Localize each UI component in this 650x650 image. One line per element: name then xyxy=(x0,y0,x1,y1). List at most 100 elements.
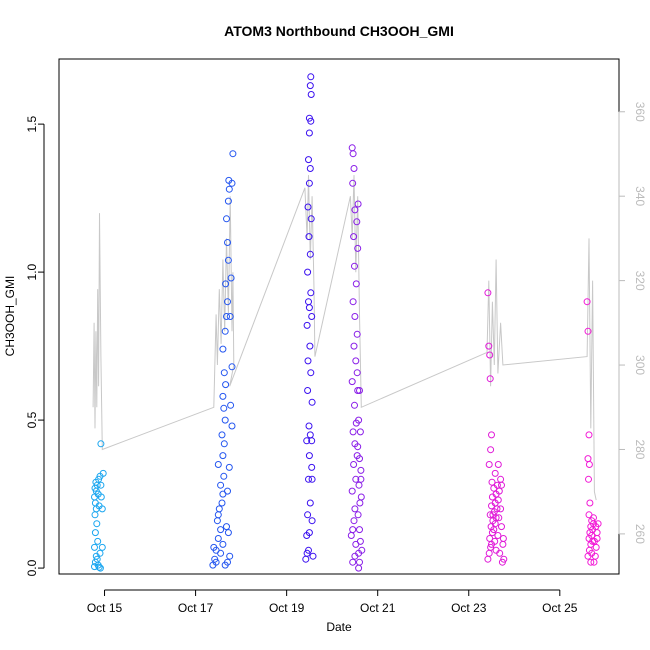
data-point xyxy=(351,313,359,320)
data-point xyxy=(220,369,228,377)
data-point xyxy=(357,493,365,501)
data-point xyxy=(352,540,360,548)
data-point xyxy=(349,150,357,158)
data-point xyxy=(305,233,313,241)
data-point xyxy=(214,461,222,468)
data-point xyxy=(218,499,226,507)
data-point xyxy=(91,543,98,551)
data-point xyxy=(97,481,105,489)
data-point xyxy=(304,268,312,276)
data-point xyxy=(304,357,312,365)
data-point xyxy=(588,549,596,557)
data-point xyxy=(350,165,358,172)
data-point xyxy=(484,555,492,563)
data-point xyxy=(500,555,508,563)
data-point xyxy=(305,298,312,306)
data-point xyxy=(219,452,227,460)
data-point xyxy=(494,496,502,504)
data-point xyxy=(228,422,236,430)
data-point xyxy=(220,440,228,448)
data-point xyxy=(355,481,363,489)
data-point xyxy=(497,505,505,513)
data-point xyxy=(223,523,230,531)
secondary-y-tick-label: 260 xyxy=(633,524,647,544)
data-point xyxy=(358,546,366,554)
data-point xyxy=(222,381,230,389)
data-point xyxy=(224,256,232,264)
data-point xyxy=(355,416,363,424)
data-point xyxy=(352,280,360,288)
data-point xyxy=(306,250,314,258)
data-point xyxy=(308,517,316,525)
x-tick-label: Oct 23 xyxy=(451,601,487,615)
data-point xyxy=(351,262,358,270)
data-point xyxy=(499,535,507,542)
data-point xyxy=(303,321,311,329)
data-point xyxy=(226,552,234,560)
data-point xyxy=(93,555,101,563)
data-point xyxy=(585,475,592,483)
secondary-y-tick-label: 280 xyxy=(633,439,647,459)
y-tick-label: 0.0 xyxy=(25,559,39,576)
data-point xyxy=(499,540,507,548)
y-axis-label: CH3OOH_GMI xyxy=(3,276,17,357)
secondary-y-tick-label: 360 xyxy=(633,102,647,122)
secondary-line xyxy=(92,175,597,501)
data-point xyxy=(486,535,494,542)
data-point xyxy=(215,505,223,513)
data-point xyxy=(351,206,359,214)
data-point xyxy=(585,461,593,468)
data-point xyxy=(352,475,360,483)
data-point xyxy=(224,239,231,246)
data-point xyxy=(224,487,231,495)
data-point xyxy=(306,165,314,172)
data-point xyxy=(349,428,357,436)
data-point xyxy=(94,537,102,545)
data-point xyxy=(223,215,230,223)
data-point xyxy=(223,313,230,320)
data-point xyxy=(491,537,499,545)
data-point xyxy=(308,398,316,406)
secondary-y-tick-label: 300 xyxy=(633,355,647,375)
data-point xyxy=(98,505,106,513)
data-point xyxy=(592,543,600,551)
data-point xyxy=(228,363,236,371)
data-point xyxy=(349,558,357,566)
data-point xyxy=(225,463,233,471)
data-point xyxy=(491,469,499,477)
data-point xyxy=(488,478,496,486)
data-point xyxy=(219,392,227,400)
data-point xyxy=(351,505,359,513)
data-point xyxy=(307,73,315,81)
data-point xyxy=(590,514,597,522)
data-point xyxy=(353,330,361,338)
data-point xyxy=(306,82,314,90)
data-point xyxy=(353,218,361,226)
data-point xyxy=(305,529,313,537)
data-point xyxy=(484,289,492,297)
data-point xyxy=(304,387,312,394)
data-point xyxy=(357,475,365,483)
data-point xyxy=(302,555,310,563)
data-point xyxy=(356,428,364,436)
data-point xyxy=(308,475,316,483)
data-point xyxy=(350,461,358,468)
chart-title: ATOM3 Northbound CH3OOH_GMI xyxy=(224,23,454,39)
data-point xyxy=(305,546,312,554)
data-point xyxy=(221,327,229,335)
x-tick-label: Oct 19 xyxy=(269,601,305,615)
data-point xyxy=(485,342,493,350)
y-tick-label: 1.5 xyxy=(25,115,39,132)
data-point xyxy=(356,526,363,534)
data-point xyxy=(585,431,593,439)
data-point xyxy=(351,401,358,409)
data-point xyxy=(348,487,356,495)
y-axis: 0.0 0.5 1.0 1.5 xyxy=(25,115,45,576)
data-point xyxy=(304,511,312,519)
data-point xyxy=(485,549,493,557)
data-point xyxy=(229,150,237,158)
data-point xyxy=(97,493,105,501)
data-point xyxy=(304,203,312,211)
x-tick-label: Oct 25 xyxy=(542,601,578,615)
